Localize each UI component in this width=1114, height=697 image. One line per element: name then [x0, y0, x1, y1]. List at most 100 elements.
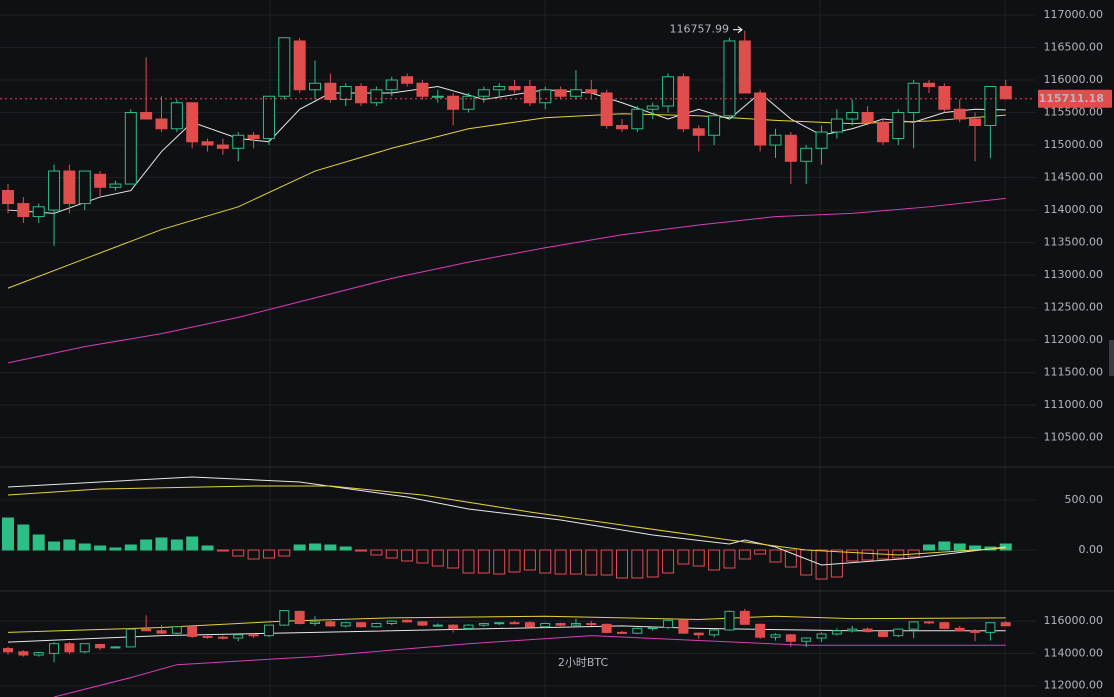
mini-candle-body	[248, 634, 259, 637]
candle-body	[216, 144, 229, 149]
mini-candle-body	[693, 632, 704, 636]
candle-body	[324, 82, 337, 101]
macd-bar	[262, 549, 275, 559]
macd-bar	[692, 549, 705, 567]
mini-candle-body	[678, 619, 689, 634]
candle-body	[63, 170, 76, 205]
macd-bar	[938, 541, 951, 551]
candle-body	[2, 190, 14, 205]
mini-candle-body	[831, 630, 842, 635]
candle-body	[861, 112, 874, 123]
macd-bar	[339, 546, 352, 551]
mini-candle-body	[862, 628, 873, 633]
macd-bar	[892, 549, 905, 559]
mini-candle-body	[601, 623, 612, 633]
candle-body	[738, 40, 751, 94]
mini-candle-body	[402, 619, 413, 623]
mini-candle-body	[171, 626, 182, 634]
candle-body	[800, 147, 813, 162]
mini-candle-body	[49, 643, 60, 654]
mini-candle-body	[3, 648, 13, 653]
price-tag	[1038, 89, 1112, 108]
candle-body	[523, 85, 536, 104]
macd-bar	[124, 544, 137, 551]
y-tick-label: 111000.00	[1044, 398, 1104, 411]
mini-candle-body	[310, 621, 320, 625]
y-tick-label: 117000.00	[1044, 8, 1104, 21]
y-tick-label: 500.00	[1065, 493, 1104, 506]
macd-bar	[677, 549, 690, 565]
scroll-handle[interactable]	[1109, 340, 1114, 376]
mini-candle-body	[586, 623, 597, 625]
candle-body	[232, 134, 245, 149]
macd-bar	[569, 549, 582, 575]
macd-bar	[539, 549, 552, 574]
candle-body	[370, 89, 383, 104]
macd-bar	[646, 549, 659, 578]
macd-bar	[631, 549, 644, 579]
candle-body	[339, 85, 352, 101]
macd-bar	[355, 549, 368, 552]
macd-bar	[170, 539, 183, 551]
candle-body	[999, 85, 1012, 100]
candle-body	[569, 89, 582, 97]
mini-candle-body	[770, 634, 781, 638]
candle-body	[784, 134, 797, 162]
candle-body	[769, 134, 782, 146]
mini-candle-body	[985, 622, 996, 633]
y-tick-label: 113500.00	[1044, 236, 1104, 249]
candle-body	[416, 82, 429, 97]
y-tick-label: 116000.00	[1044, 614, 1104, 627]
mini-candle-body	[509, 622, 520, 625]
mini-candle-body	[340, 622, 351, 627]
candle-body	[155, 118, 168, 130]
candle-body	[892, 112, 905, 140]
y-tick-label: 110500.00	[1044, 431, 1104, 444]
candle-body	[109, 183, 122, 188]
macd-bar	[523, 549, 536, 571]
macd-bar	[738, 549, 751, 560]
macd-bar	[662, 549, 675, 574]
candle-body	[385, 79, 398, 91]
mini-candle-body	[954, 627, 965, 632]
price-tag-label: 115711.18	[1039, 92, 1104, 105]
mini-candle-body	[141, 628, 152, 632]
macd-bar	[784, 549, 797, 568]
candle-body	[554, 89, 567, 97]
y-tick-label: 114000.00	[1044, 203, 1104, 216]
macd-bar	[769, 549, 782, 563]
mini-candle-body	[325, 621, 336, 627]
macd-bar	[293, 544, 306, 551]
mini-candle-body	[1000, 622, 1011, 627]
mini-candle-body	[217, 636, 228, 639]
mini-candle-body	[79, 643, 90, 653]
macd-bar	[600, 549, 613, 576]
macd-bar	[554, 549, 567, 575]
macd-bar	[477, 549, 490, 574]
macd-bar	[247, 549, 260, 560]
macd-bar	[754, 549, 767, 555]
y-tick-label: 112000.00	[1044, 333, 1104, 346]
candle-body	[876, 121, 889, 143]
candle-body	[78, 170, 91, 205]
macd-bar	[232, 549, 245, 557]
macd-bar	[493, 549, 506, 575]
y-tick-label: 112500.00	[1044, 301, 1104, 314]
macd-bar	[309, 543, 321, 551]
macd-bar	[585, 549, 598, 576]
candle-body	[447, 95, 460, 110]
candle-body	[201, 141, 214, 146]
mini-candle-body	[125, 628, 136, 648]
candle-body	[32, 206, 45, 218]
y-tick-label: 114500.00	[1044, 171, 1104, 184]
mini-candle-body	[847, 628, 858, 632]
macd-bar	[861, 549, 874, 561]
candle-body	[508, 85, 521, 91]
candle-body	[907, 82, 920, 114]
macd-bar	[155, 537, 168, 551]
candle-body	[631, 108, 644, 130]
mini-candle-body	[478, 623, 489, 626]
candle-body	[646, 105, 659, 110]
